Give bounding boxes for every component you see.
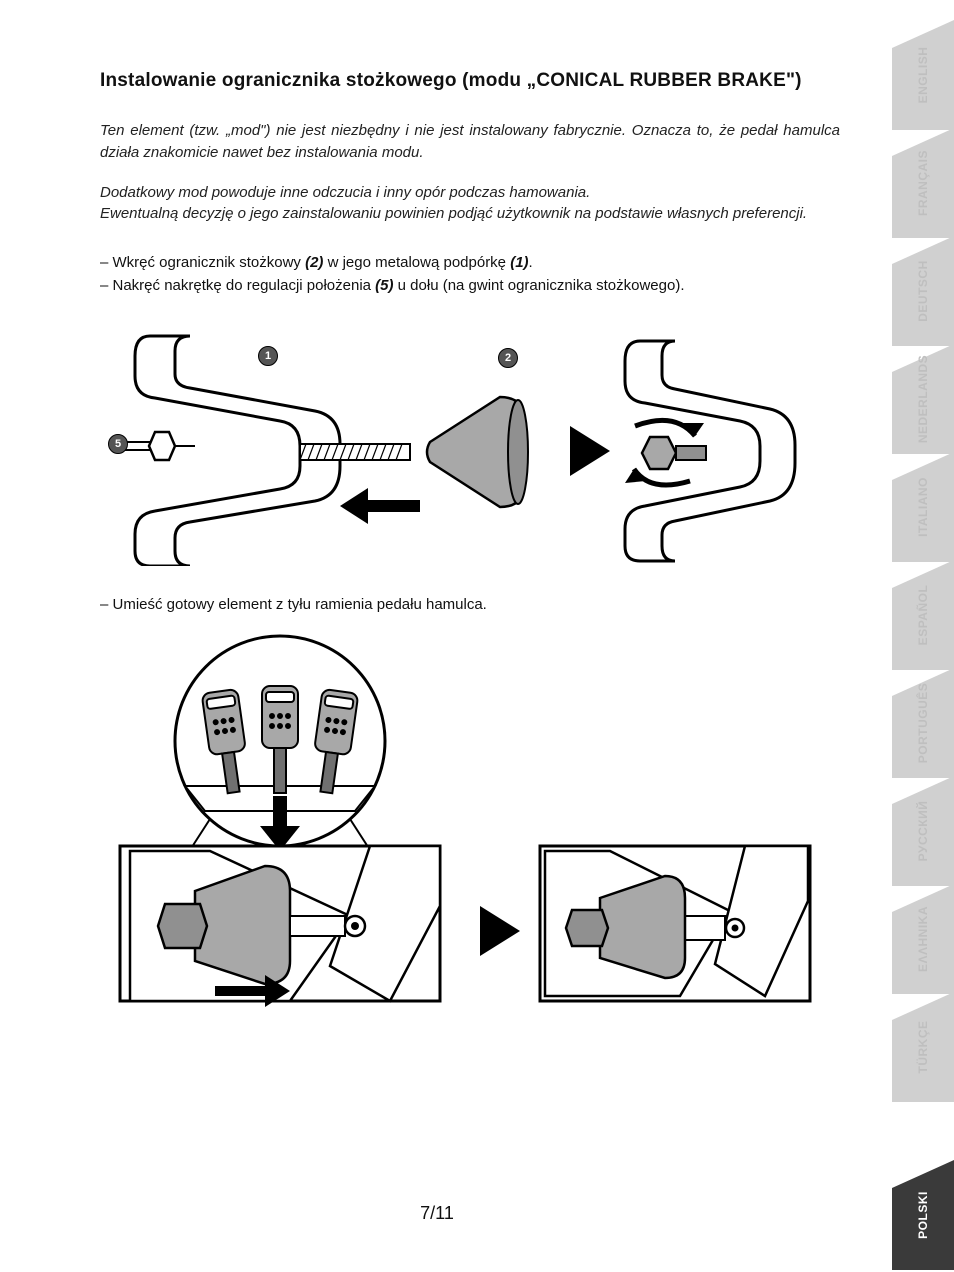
assembly-diagram-2 [100,631,820,1011]
lang-tab-deutsch[interactable]: DEUTSCH [892,236,954,346]
page-title: Instalowanie ogranicznika stożkowego (mo… [100,70,840,92]
lang-tab-türkçe[interactable]: TÜRKÇE [892,992,954,1102]
para2-line2: Ewentualną decyzję o jego zainstalowaniu… [100,205,807,222]
arrow-right-icon [570,426,610,476]
lang-tab-label: РУССКИЙ [916,801,930,862]
lang-tab-русский[interactable]: РУССКИЙ [892,776,954,886]
intro-paragraph-1: Ten element (tzw. „mod") nie jest niezbę… [100,120,840,164]
step-list-1: – Wkręć ogranicznik stożkowy (2) w jego … [100,251,840,298]
step-1: – Wkręć ogranicznik stożkowy (2) w jego … [100,251,840,274]
lang-tab-italiano[interactable]: ITALIANO [892,452,954,562]
lang-tab-label: NEDERLANDS [916,355,930,443]
assembly-diagram-1 [100,316,820,566]
lang-tab-label: ENGLISH [916,47,930,104]
step1-text-c: . [529,254,533,271]
diagram-row-2 [100,631,820,1011]
content-area: Instalowanie ogranicznika stożkowego (mo… [100,70,840,1011]
lang-tab-label: PORTUGUÊS [916,683,930,764]
lang-tab-label: ESPAÑOL [916,585,930,646]
step2-text-b: u dołu (na gwint ogranicznika stożkowego… [394,277,685,294]
lang-tab-label: TÜRKÇE [916,1021,930,1074]
step1-ref-2: (2) [305,254,323,271]
lang-tab-polski[interactable]: POLSKI [892,1160,954,1270]
step1-text-a: – Wkręć ogranicznik stożkowy [100,254,305,271]
step1-text-b: w jego metalową podpórkę [323,254,510,271]
step-2: – Nakręć nakrętkę do regulacji położenia… [100,274,840,297]
lang-tab-english[interactable]: ENGLISH [892,20,954,130]
lang-tab-label: DEUTSCH [916,260,930,322]
lang-tab-español[interactable]: ESPAÑOL [892,560,954,670]
lang-tab-label: ΕΛΛΗΝΙΚΑ [916,906,930,972]
arrow-right-icon [480,906,520,956]
step-3: – Umieść gotowy element z tyłu ramienia … [100,596,840,613]
lang-tab-português[interactable]: PORTUGUÊS [892,668,954,778]
page: Instalowanie ogranicznika stożkowego (mo… [0,0,954,1272]
lang-tab-label: FRANÇAIS [916,150,930,216]
callout-2: 2 [498,348,518,368]
step1-ref-1: (1) [510,254,528,271]
lang-tab-français[interactable]: FRANÇAIS [892,128,954,238]
language-tabs: ENGLISH FRANÇAIS DEUTSCH NEDERLANDS ITALIANO… [879,0,954,1272]
lang-tab-nederlands[interactable]: NEDERLANDS [892,344,954,454]
lang-tab-label: POLSKI [916,1191,930,1239]
para2-line1: Dodatkowy mod powoduje inne odczucia i i… [100,184,590,201]
step2-text-a: – Nakręć nakrętkę do regulacji położenia [100,277,375,294]
lang-tab-ελληνικα[interactable]: ΕΛΛΗΝΙΚΑ [892,884,954,994]
step2-ref-5: (5) [375,277,393,294]
intro-paragraph-2: Dodatkowy mod powoduje inne odczucia i i… [100,182,840,226]
page-number: 7/11 [0,1203,874,1224]
lang-tab-label: ITALIANO [916,477,930,537]
diagram-row-1: 1 2 5 [100,316,820,566]
callout-1: 1 [258,346,278,366]
callout-5: 5 [108,434,128,454]
